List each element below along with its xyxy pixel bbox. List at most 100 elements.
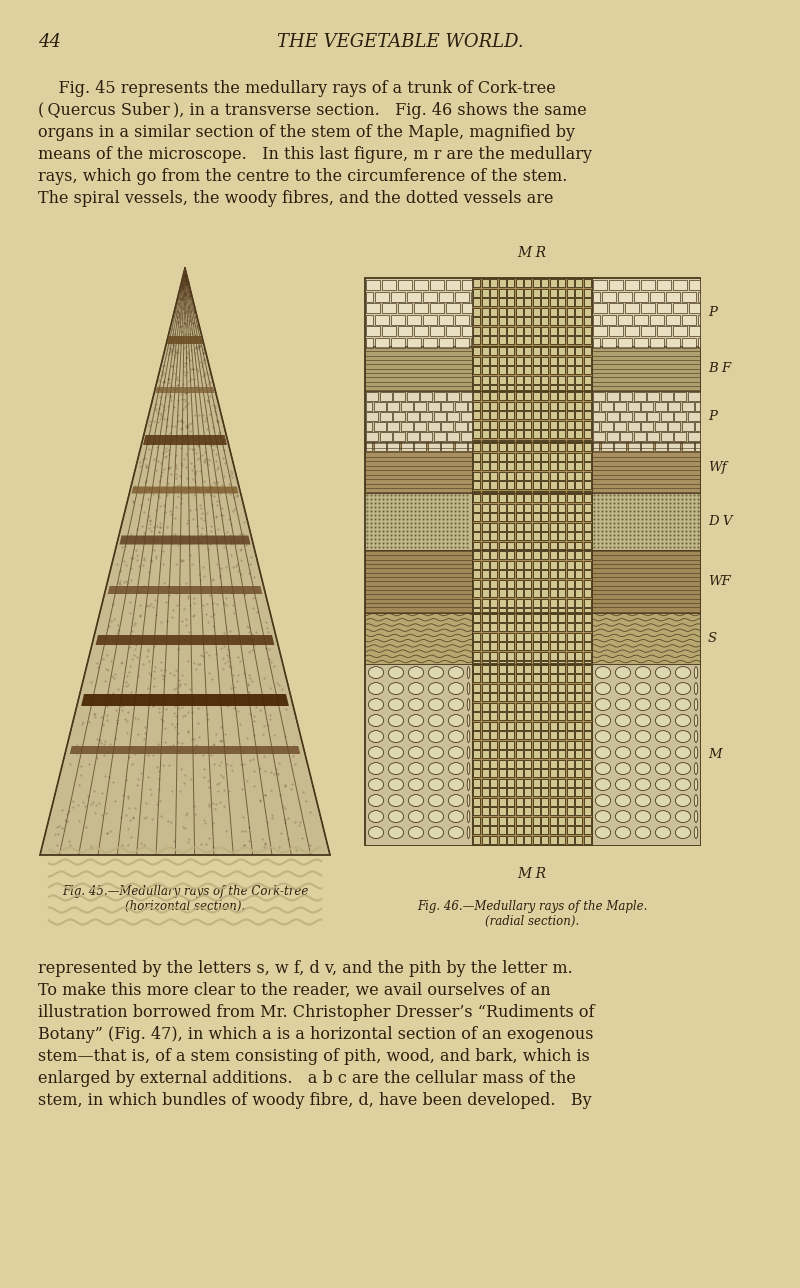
Bar [583,471,590,480]
Ellipse shape [428,827,444,838]
Bar [541,326,548,335]
Bar [550,523,557,531]
Bar [558,613,565,622]
Bar [524,482,531,489]
Bar [533,279,539,287]
Ellipse shape [467,827,470,838]
Bar [398,326,412,336]
Bar [366,303,380,313]
Bar [490,608,497,612]
Bar [566,623,574,631]
Bar [482,326,489,335]
Bar [414,303,428,313]
Bar [620,393,632,402]
Bar [541,826,548,835]
Bar [566,491,574,492]
Bar [515,523,522,531]
Bar [575,308,582,316]
Bar [507,279,514,287]
Bar [524,298,531,307]
Bar [566,495,574,502]
Ellipse shape [428,762,444,774]
Bar [541,402,548,410]
Bar [550,317,557,325]
Bar [533,336,539,344]
Bar [627,422,639,431]
Bar [566,808,574,815]
Bar [515,571,522,578]
Bar [583,571,590,578]
Bar [524,693,531,701]
Bar [472,550,592,613]
Bar [498,346,506,355]
Bar [566,523,574,531]
Bar [515,652,522,659]
Bar [524,504,531,511]
Ellipse shape [467,667,470,679]
Bar [558,750,565,759]
Bar [515,674,522,683]
Ellipse shape [467,779,470,791]
Bar [401,442,413,451]
Bar [507,491,514,492]
Bar [393,412,405,421]
Bar [533,732,539,739]
Bar [507,514,514,522]
Ellipse shape [635,715,650,726]
Bar [515,712,522,720]
Bar [566,608,574,612]
Text: S: S [708,631,717,644]
Bar [490,504,497,511]
Ellipse shape [635,827,650,838]
Bar [365,392,472,443]
Bar [575,440,582,442]
Bar [507,560,514,569]
Bar [379,393,391,402]
Bar [414,279,428,290]
Bar [583,542,590,549]
Bar [673,326,687,336]
Bar [490,366,497,374]
Bar [507,495,514,502]
Bar [515,453,522,461]
Bar [583,393,590,401]
Bar [524,376,531,384]
Bar [498,732,506,739]
Ellipse shape [368,779,384,791]
Bar [558,482,565,489]
Bar [666,314,680,325]
Bar [441,422,453,431]
Bar [498,808,506,815]
Bar [558,665,565,672]
Bar [558,769,565,777]
Bar [609,326,623,336]
Bar [583,482,590,489]
Bar [592,663,700,845]
Bar [661,393,673,402]
Bar [507,665,514,672]
Bar [541,797,548,805]
Bar [583,308,590,316]
Bar [507,317,514,325]
Bar [365,663,472,845]
Bar [473,702,480,711]
Bar [515,308,522,316]
Bar [583,551,590,559]
Bar [473,482,480,489]
Bar [473,366,480,374]
Polygon shape [40,268,330,855]
Bar [414,422,426,431]
Bar [490,462,497,470]
Bar [490,808,497,815]
Bar [558,661,565,662]
Bar [687,393,699,402]
Bar [583,491,590,492]
Bar [541,788,548,796]
Bar [524,721,531,729]
Bar [583,589,590,598]
Bar [507,693,514,701]
Bar [541,336,548,344]
Bar [473,580,480,587]
Bar [583,769,590,777]
Bar [566,366,574,374]
